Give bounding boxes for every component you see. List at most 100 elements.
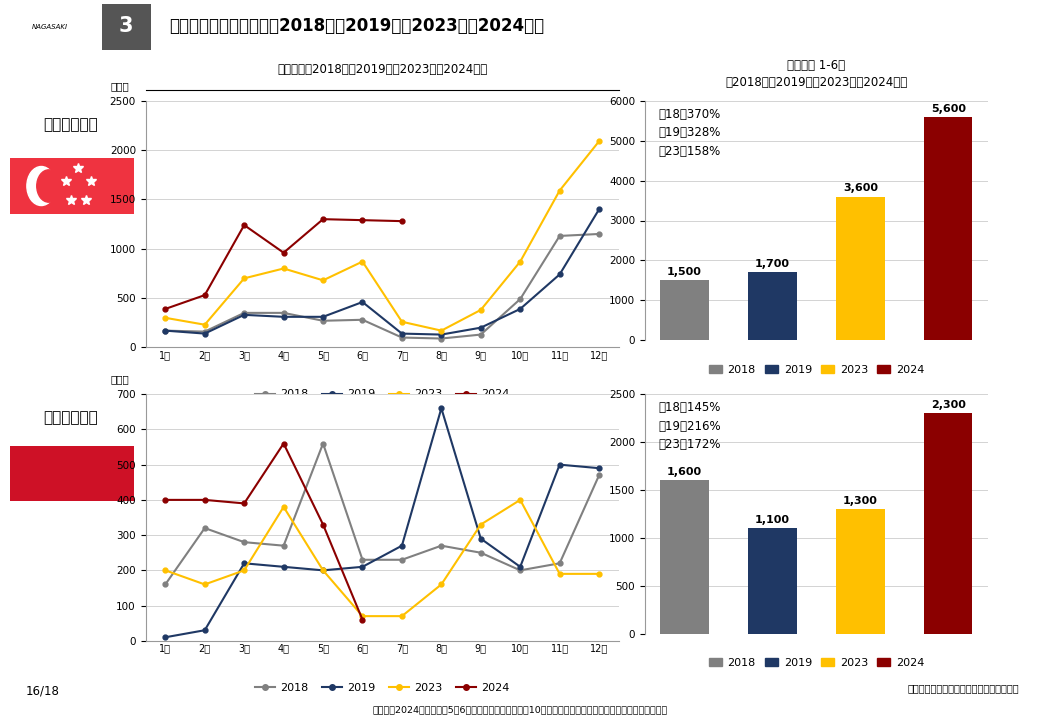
2018 [317, 317, 330, 325]
2018 [593, 471, 605, 480]
Text: 同期間比 1-6月: 同期間比 1-6月 [787, 58, 846, 71]
2023 [199, 320, 211, 329]
2024 [278, 248, 290, 257]
Text: 1,500: 1,500 [667, 267, 702, 277]
Text: 1,100: 1,100 [755, 515, 790, 525]
Text: （人）: （人） [110, 81, 129, 91]
Text: （2018年、2019年、2023年、2024年）: （2018年、2019年、2023年、2024年） [725, 76, 908, 89]
Bar [925, 117, 972, 341]
2019 [278, 562, 290, 571]
Text: NAGASAKI: NAGASAKI [32, 24, 68, 30]
2018 [199, 523, 211, 532]
Line: 2024: 2024 [163, 217, 405, 311]
Line: 2023: 2023 [163, 139, 601, 333]
Text: 2,300: 2,300 [931, 400, 966, 410]
2024 [278, 439, 290, 448]
Legend: 2018, 2019, 2023, 2024: 2018, 2019, 2023, 2024 [704, 654, 929, 672]
2024 [238, 499, 251, 508]
2019 [317, 566, 330, 575]
2019 [474, 534, 487, 543]
2019 [278, 312, 290, 321]
2024 [238, 221, 251, 230]
2018 [395, 333, 408, 342]
Circle shape [27, 166, 56, 205]
Text: シンガポール: シンガポール [43, 117, 98, 132]
2018 [159, 326, 172, 335]
2018 [514, 294, 526, 303]
2019 [159, 326, 172, 335]
Line: 2019: 2019 [163, 207, 601, 337]
Text: （人）: （人） [110, 374, 129, 384]
2019 [395, 329, 408, 338]
2023 [238, 274, 251, 283]
Text: 対18年370%
対19年328%
対23年158%: 対18年370% 対19年328% 対23年158% [658, 108, 721, 158]
2024 [159, 495, 172, 504]
Text: 国別動向（同期間比較　2018年、2019年、2023年、2024年）: 国別動向（同期間比較 2018年、2019年、2023年、2024年） [170, 17, 545, 35]
Line: 2018: 2018 [163, 441, 601, 587]
2023 [514, 257, 526, 266]
2019 [199, 626, 211, 634]
2019 [238, 559, 251, 567]
2024 [357, 616, 369, 624]
2023 [238, 566, 251, 575]
Legend: 2018, 2019, 2023, 2024: 2018, 2019, 2023, 2024 [704, 360, 929, 379]
2019 [593, 464, 605, 472]
Circle shape [36, 170, 60, 202]
Text: 資料：長崎市モバイル空間統計を基に作成: 資料：長崎市モバイル空間統計を基に作成 [908, 683, 1019, 693]
Text: 年間推移（2018年、2019年、2023年、2024年）: 年間推移（2018年、2019年、2023年、2024年） [277, 63, 488, 76]
Bar [10, 446, 134, 501]
2024 [357, 216, 369, 225]
Bar [660, 480, 708, 634]
Text: 1,700: 1,700 [755, 259, 790, 269]
2023 [317, 566, 330, 575]
2023 [593, 137, 605, 145]
2024 [317, 215, 330, 223]
Bar [0, 0, 99, 54]
2019 [514, 305, 526, 313]
2018 [435, 541, 447, 550]
2023 [435, 580, 447, 589]
2019 [357, 297, 369, 306]
Text: 1,300: 1,300 [842, 496, 878, 506]
2018 [199, 328, 211, 336]
2018 [278, 541, 290, 550]
2018 [514, 566, 526, 575]
Text: 3,600: 3,600 [842, 184, 878, 194]
2018 [317, 439, 330, 448]
2019 [553, 270, 566, 279]
2019 [474, 323, 487, 332]
2018 [553, 559, 566, 567]
Bar [749, 272, 797, 341]
2018 [238, 309, 251, 318]
2018 [395, 555, 408, 564]
2023 [474, 305, 487, 314]
2019 [593, 205, 605, 214]
2019 [159, 633, 172, 642]
2019 [435, 330, 447, 339]
2019 [553, 460, 566, 469]
2018 [553, 232, 566, 240]
2023 [553, 570, 566, 578]
Text: インドネシア: インドネシア [43, 410, 98, 426]
2023 [159, 313, 172, 322]
2018 [357, 555, 369, 564]
Text: 1,600: 1,600 [667, 467, 702, 477]
2018 [159, 580, 172, 589]
2024 [199, 291, 211, 300]
2018 [593, 230, 605, 238]
2023 [435, 326, 447, 335]
Text: 3: 3 [119, 16, 133, 36]
2019 [435, 404, 447, 413]
2019 [317, 312, 330, 321]
Bar [836, 197, 884, 341]
Legend: 2018, 2019, 2023, 2024: 2018, 2019, 2023, 2024 [250, 678, 515, 697]
2023 [278, 264, 290, 273]
Text: 5,600: 5,600 [931, 104, 966, 114]
Line: 2018: 2018 [163, 232, 601, 341]
2023 [593, 570, 605, 578]
Text: 対18年145%
対19年216%
対23年172%: 対18年145% 対19年216% 対23年172% [658, 401, 721, 451]
Bar [749, 528, 797, 634]
2023 [553, 186, 566, 195]
2019 [395, 541, 408, 550]
2023 [357, 257, 369, 266]
